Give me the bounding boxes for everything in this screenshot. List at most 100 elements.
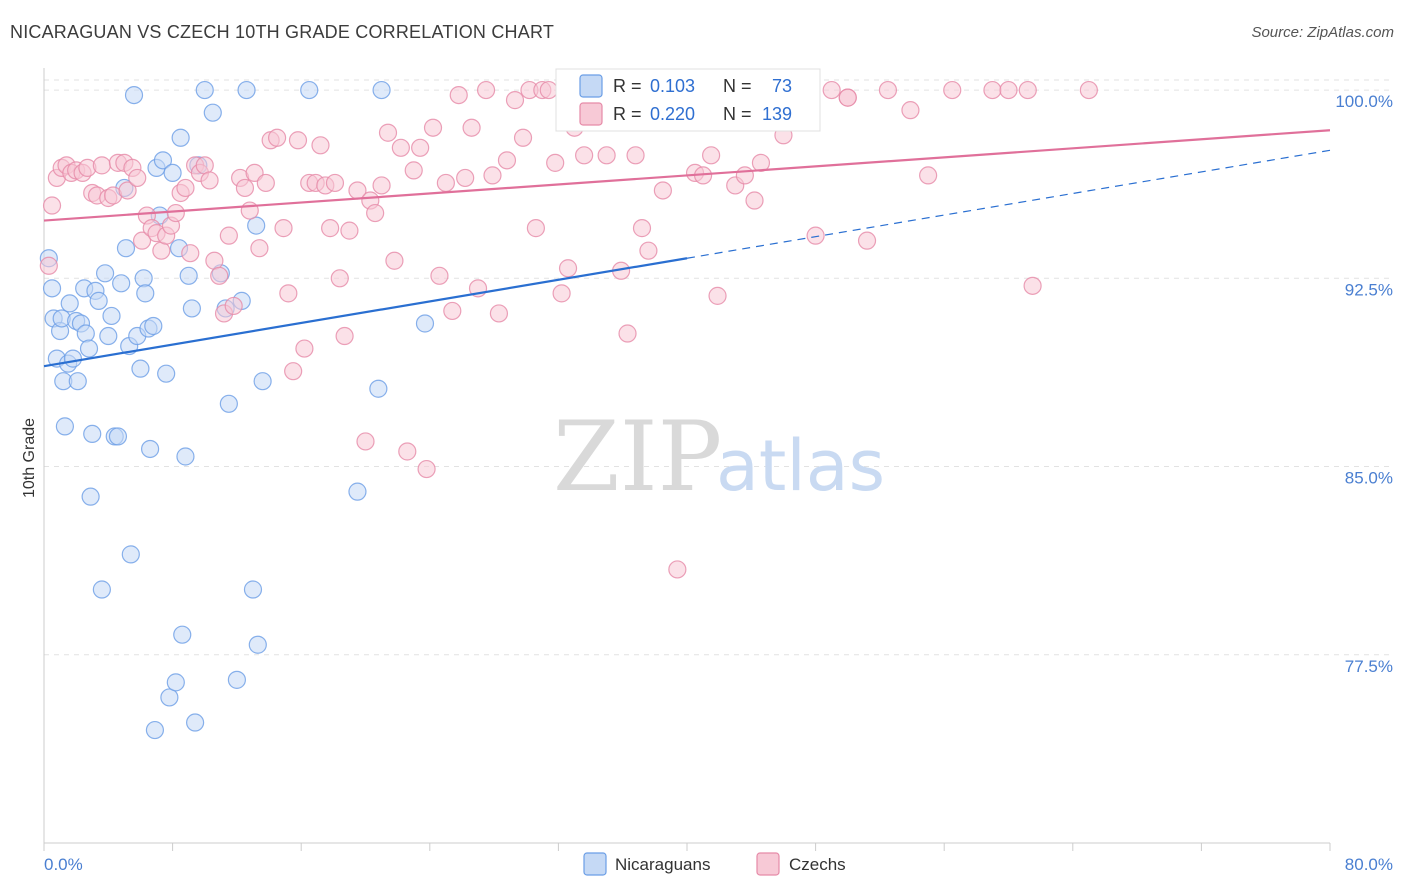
- legend-label-nicaraguans: Nicaraguans: [615, 855, 710, 874]
- point-nicaraguans-46: [163, 163, 182, 182]
- point-nicaraguans-53: [182, 299, 201, 318]
- point-czechs-132: [943, 80, 962, 100]
- legend-swatch-nicaraguans: [583, 852, 607, 876]
- point-nicaraguans-64: [243, 580, 263, 599]
- point-czechs-40: [235, 178, 255, 198]
- point-nicaraguans-57: [203, 103, 222, 122]
- point-nicaraguans-17: [81, 487, 100, 506]
- point-czechs-82: [483, 166, 502, 185]
- trend-line-czechs: [43, 129, 1331, 222]
- point-czechs-73: [423, 118, 443, 137]
- point-nicaraguans-49: [171, 128, 190, 147]
- point-nicaraguans-27: [112, 274, 131, 293]
- point-nicaraguans-65: [247, 216, 266, 235]
- point-nicaraguans-16: [79, 339, 99, 358]
- point-nicaraguans-26: [108, 427, 128, 446]
- point-nicaraguans-71: [372, 80, 391, 100]
- stats-r-value-czechs: 0.220: [650, 104, 695, 124]
- point-nicaraguans-31: [121, 545, 140, 564]
- point-nicaraguans-36: [136, 284, 155, 303]
- stats-r-label-nicaraguans: R =: [613, 76, 642, 96]
- point-czechs-130: [901, 101, 920, 120]
- point-czechs-44: [256, 173, 275, 193]
- point-czechs-92: [552, 284, 571, 303]
- point-czechs-29: [181, 244, 200, 263]
- x-tick-label-min: 0.0%: [44, 855, 83, 874]
- stats-n-value-nicaraguans: 73: [772, 76, 792, 96]
- point-nicaraguans-21: [92, 580, 111, 599]
- stats-r-label-czechs: R =: [613, 104, 642, 124]
- point-czechs-137: [1079, 80, 1098, 100]
- point-nicaraguans-10: [63, 349, 83, 368]
- point-czechs-64: [366, 203, 385, 223]
- watermark: ZIP atlas: [553, 401, 885, 513]
- watermark-atlas: atlas: [716, 425, 885, 507]
- point-czechs-43: [250, 239, 269, 258]
- point-czechs-117: [745, 191, 764, 210]
- point-nicaraguans-12: [68, 372, 87, 391]
- point-czechs-47: [274, 219, 293, 238]
- point-czechs-103: [632, 219, 652, 238]
- point-czechs-38: [224, 296, 243, 316]
- point-nicaraguans-38: [140, 439, 160, 459]
- point-czechs-58: [330, 269, 349, 288]
- point-nicaraguans-22: [95, 264, 115, 283]
- point-nicaraguans-15: [76, 324, 95, 343]
- point-czechs-88: [526, 219, 545, 238]
- point-czechs-16: [118, 181, 137, 200]
- point-nicaraguans-70: [369, 379, 388, 398]
- point-nicaraguans-43: [153, 151, 173, 170]
- point-czechs-79: [462, 118, 481, 137]
- point-czechs-48: [279, 284, 298, 303]
- point-czechs-28: [176, 178, 195, 198]
- point-nicaraguans-39: [144, 316, 163, 336]
- point-czechs-86: [513, 128, 533, 147]
- y-tick-label-100-0: 100.0%: [1335, 92, 1393, 111]
- point-czechs-1: [42, 196, 62, 215]
- point-czechs-32: [195, 156, 214, 175]
- x-tick-labels: 0.0% 80.0%: [44, 855, 1393, 874]
- point-czechs-95: [575, 146, 594, 165]
- point-czechs-136: [1023, 276, 1042, 295]
- y-axis-title: 10th Grade: [21, 418, 38, 498]
- point-czechs-33: [200, 171, 219, 190]
- grid-lines: [44, 79, 1394, 656]
- point-nicaraguans-60: [219, 394, 238, 413]
- trend-line-extension-nicaraguans: [686, 149, 1331, 259]
- point-czechs-62: [356, 432, 375, 451]
- point-czechs-70: [404, 161, 423, 180]
- point-czechs-0: [39, 256, 58, 275]
- legend-label-czechs: Czechs: [789, 855, 846, 874]
- point-nicaraguans-66: [248, 635, 267, 654]
- trend-line-nicaraguans: [43, 257, 688, 368]
- point-nicaraguans-29: [116, 239, 136, 258]
- y-tick-label-85-0: 85.0%: [1345, 469, 1393, 488]
- series-czechs: [39, 80, 1098, 579]
- point-czechs-18: [128, 168, 147, 188]
- data-points: [39, 80, 1098, 740]
- point-czechs-68: [391, 138, 410, 157]
- point-czechs-49: [284, 362, 303, 381]
- stats-n-value-czechs: 139: [762, 104, 792, 124]
- point-czechs-112: [702, 146, 721, 165]
- point-nicaraguans-40: [145, 720, 165, 740]
- point-nicaraguans-1: [42, 279, 62, 298]
- point-czechs-57: [325, 173, 345, 193]
- axes: [43, 68, 1331, 851]
- y-tick-label-77-5: 77.5%: [1345, 657, 1393, 676]
- point-czechs-91: [546, 153, 565, 172]
- point-nicaraguans-67: [253, 372, 272, 391]
- point-czechs-74: [430, 266, 449, 285]
- point-czechs-104: [639, 241, 658, 260]
- point-czechs-60: [340, 221, 359, 240]
- point-czechs-26: [166, 203, 185, 223]
- point-czechs-113: [708, 286, 727, 305]
- point-czechs-75: [436, 173, 455, 193]
- chart-title: NICARAGUAN VS CZECH 10TH GRADE CORRELATI…: [10, 22, 555, 42]
- point-nicaraguans-35: [134, 269, 153, 288]
- stats-n-label-czechs: N =: [723, 104, 752, 124]
- stats-n-label-nicaraguans: N =: [723, 76, 752, 96]
- point-czechs-11: [92, 156, 111, 175]
- point-nicaraguans-7: [55, 417, 74, 436]
